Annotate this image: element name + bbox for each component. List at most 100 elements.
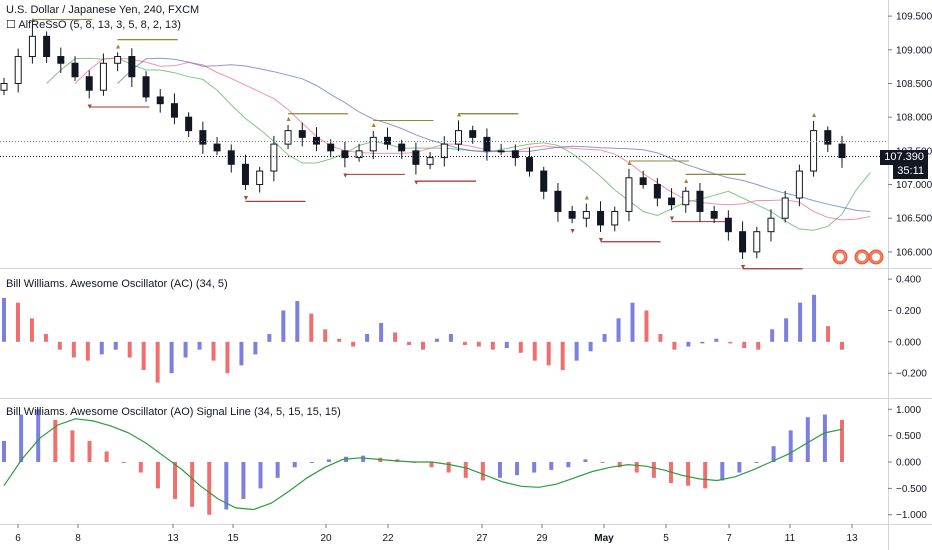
ac-bar bbox=[351, 341, 356, 347]
ac-bar bbox=[434, 338, 439, 342]
ac-bar bbox=[197, 341, 202, 350]
time-tick-label: 22 bbox=[382, 533, 394, 544]
ac-bar bbox=[71, 341, 76, 358]
candle bbox=[57, 56, 65, 64]
candle bbox=[668, 197, 676, 206]
ao-bar bbox=[309, 462, 314, 463]
ao-bar bbox=[19, 414, 24, 462]
ao-bar bbox=[258, 462, 263, 489]
candle bbox=[781, 197, 789, 219]
candle bbox=[440, 143, 448, 159]
ao-bar bbox=[617, 462, 622, 468]
ac-bar bbox=[379, 323, 384, 342]
fractal-down-marker: ▼ bbox=[86, 103, 93, 110]
ac-bar bbox=[127, 341, 132, 358]
events-icon[interactable] bbox=[832, 249, 884, 265]
ac-bar bbox=[504, 341, 509, 349]
candle bbox=[355, 150, 363, 159]
ac-tick-label: 0.200 bbox=[896, 306, 921, 317]
ac-bar bbox=[407, 341, 412, 345]
ao-bar bbox=[173, 462, 178, 499]
candles bbox=[0, 26, 846, 259]
fractal-up-marker: ▲ bbox=[811, 112, 818, 119]
time-tick-label: 13 bbox=[846, 533, 858, 544]
price-tick-label: 107.000 bbox=[896, 180, 932, 191]
ao-bar bbox=[515, 462, 520, 476]
ao-bar bbox=[788, 430, 793, 462]
candle bbox=[724, 217, 732, 233]
indicator-toggle-icon[interactable]: ☐ bbox=[6, 19, 19, 31]
candle bbox=[511, 150, 519, 159]
ao-bar bbox=[532, 462, 537, 473]
ao-bar bbox=[634, 462, 639, 473]
ao-bar bbox=[771, 446, 776, 462]
candle bbox=[14, 56, 22, 84]
time-tick-label: 27 bbox=[476, 533, 488, 544]
time-tick-label: 20 bbox=[320, 533, 332, 544]
ac-bar bbox=[57, 341, 62, 350]
ac-bar bbox=[267, 334, 272, 342]
fractal-up-marker: ▲ bbox=[370, 122, 377, 129]
ac-histogram bbox=[2, 294, 844, 383]
ao-bar bbox=[566, 462, 571, 468]
bar-countdown-tag: 35:11 bbox=[893, 164, 928, 179]
ao-bar bbox=[241, 462, 246, 499]
ao-bar bbox=[651, 462, 656, 478]
ac-bar bbox=[155, 341, 160, 383]
moving-average-line bbox=[117, 57, 871, 212]
ao-pane-title: Bill Williams. Awesome Oscillator (AO) S… bbox=[6, 406, 341, 418]
ac-bar bbox=[826, 326, 831, 342]
candle bbox=[625, 177, 633, 212]
fractal-up-marker: ▲ bbox=[456, 111, 463, 118]
ao-bar bbox=[805, 417, 810, 462]
ac-bar bbox=[43, 334, 48, 342]
candle bbox=[526, 157, 534, 172]
candle bbox=[639, 177, 647, 186]
main-pane-title: U.S. Dollar / Japanese Yen, 240, FXCM ☐ … bbox=[6, 4, 199, 31]
ac-bar bbox=[518, 341, 523, 353]
candle bbox=[795, 170, 803, 199]
candle bbox=[611, 210, 619, 226]
candle bbox=[554, 190, 562, 212]
symbol-title: U.S. Dollar / Japanese Yen, 240, FXCM bbox=[6, 4, 200, 16]
ao-bar bbox=[361, 455, 366, 462]
price-tick-label: 108.500 bbox=[896, 79, 932, 90]
ao-bar bbox=[497, 462, 502, 478]
ac-bar bbox=[448, 334, 453, 342]
fractal-down-marker: ▼ bbox=[740, 264, 747, 271]
ao-tick-label: −0.500 bbox=[896, 484, 927, 495]
ac-bar bbox=[337, 338, 342, 342]
ac-pane-title: Bill Williams. Awesome Oscillator (AC) (… bbox=[6, 278, 228, 290]
candle bbox=[298, 130, 306, 138]
candle bbox=[256, 170, 264, 186]
candle bbox=[426, 157, 434, 165]
price-tick-label: 109.500 bbox=[896, 12, 932, 23]
candle bbox=[753, 231, 761, 253]
time-axis-ticks: 6 8 13 15 20 22 27 29 May 5 7 11 13 bbox=[15, 524, 858, 544]
ac-axis-ticks: 0.400 0.200 0.000 −0.200 bbox=[888, 275, 927, 380]
candle bbox=[739, 231, 747, 253]
ac-bar bbox=[85, 341, 90, 361]
candle bbox=[710, 210, 718, 219]
candle bbox=[767, 217, 775, 233]
fractal-up-marker: ▲ bbox=[285, 116, 292, 123]
ac-bar bbox=[421, 341, 425, 350]
ac-bar bbox=[281, 310, 286, 342]
candle bbox=[341, 150, 349, 159]
ao-bar bbox=[446, 462, 451, 473]
ao-bar bbox=[275, 462, 280, 478]
indicator-title: ☐ AlfReSsO (5, 8, 13, 3, 5, 8, 2, 13) bbox=[6, 18, 199, 31]
ac-bar bbox=[15, 302, 20, 342]
ao-axis-ticks: 1.000 0.500 0.000 −0.500 −1.000 bbox=[888, 405, 927, 521]
ao-bar bbox=[549, 462, 554, 470]
ao-bar bbox=[207, 462, 212, 515]
ac-bar bbox=[686, 341, 691, 347]
ao-tick-label: 1.000 bbox=[896, 405, 921, 416]
candle bbox=[455, 130, 463, 145]
fractal-down-marker: ▼ bbox=[669, 215, 676, 222]
ac-bar bbox=[798, 302, 803, 342]
ac-tick-label: 0.400 bbox=[896, 275, 921, 286]
candle bbox=[398, 143, 406, 152]
ac-bar bbox=[183, 341, 188, 358]
